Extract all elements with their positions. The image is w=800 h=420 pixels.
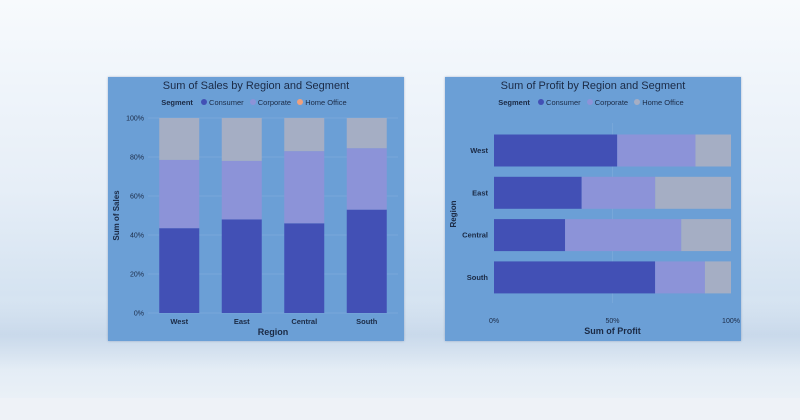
legend-label-home-office: Home Office (642, 98, 684, 107)
x-tick-label: West (170, 317, 188, 326)
bar-south-corporate[interactable] (655, 261, 705, 294)
legend-swatch-consumer (538, 99, 545, 105)
x-tick-label: 50% (605, 318, 619, 325)
y-tick-label: 0% (134, 311, 144, 318)
bar-south-consumer[interactable] (494, 261, 656, 294)
bar-east-home-office[interactable] (655, 176, 731, 209)
legend-label-corporate: Corporate (594, 98, 629, 107)
legend-swatch-corporate (249, 99, 256, 105)
bar-west-home-office[interactable] (695, 134, 731, 167)
bar-central-consumer[interactable] (494, 219, 566, 252)
y-tick-label: 20% (130, 272, 144, 279)
legend-label-consumer: Consumer (546, 98, 581, 107)
bar-west-home-office[interactable] (159, 118, 200, 160)
bar-central-consumer[interactable] (284, 223, 325, 313)
x-axis-label: Region (258, 327, 289, 337)
bar-east-corporate[interactable] (221, 160, 262, 220)
x-tick-label: 0% (489, 318, 499, 325)
bar-east-consumer[interactable] (494, 176, 582, 209)
bar-south-home-office[interactable] (704, 261, 731, 294)
legend-swatch-home-office (297, 99, 304, 105)
legend-item-home-office[interactable]: Home Office (634, 98, 684, 107)
bar-south-corporate[interactable] (346, 148, 387, 210)
y-tick-label: 80% (130, 155, 144, 162)
profit-chart-panel: Sum of Profit by Region and Segment Segm… (445, 77, 741, 341)
bar-south-consumer[interactable] (346, 209, 387, 313)
sales-chart-panel: Sum of Sales by Region and Segment Segme… (108, 77, 404, 341)
y-tick-label: 100% (126, 116, 144, 123)
x-tick-label: South (356, 317, 378, 326)
legend-swatch-corporate (586, 99, 593, 105)
profit-chart-legend: Segment Consumer Corporate Home Office (445, 98, 741, 107)
bar-west-corporate[interactable] (159, 159, 200, 229)
bar-west-corporate[interactable] (617, 134, 696, 167)
x-tick-label: Central (291, 317, 317, 326)
bar-central-home-office[interactable] (681, 219, 731, 252)
legend-title: Segment (161, 98, 193, 107)
sales-chart-plot: 0% 20% 40% 60% 80% 100% West East Central South Re… (112, 116, 398, 337)
background-footer (0, 398, 800, 420)
legend-item-corporate[interactable]: Corporate (249, 98, 292, 107)
sales-chart-title: Sum of Sales by Region and Segment (162, 80, 350, 92)
y-tick-label: West (470, 146, 488, 155)
y-tick-label: 60% (130, 194, 144, 201)
legend-label-consumer: Consumer (209, 98, 244, 107)
y-tick-label: Central (462, 231, 488, 240)
bar-west-consumer[interactable] (159, 228, 200, 313)
profit-chart-plot: 0% 50% 100% West East Central South Sum of Prof… (449, 123, 740, 336)
x-axis-label: Sum of Profit (584, 326, 641, 336)
x-tick-label: East (234, 317, 250, 326)
bar-central-home-office[interactable] (284, 118, 325, 152)
bar-south-home-office[interactable] (346, 118, 387, 149)
profit-chart-title: Sum of Profit by Region and Segment (500, 80, 686, 92)
x-tick-label: 100% (722, 318, 740, 325)
legend-swatch-consumer (201, 99, 208, 105)
bar-east-home-office[interactable] (221, 118, 262, 161)
y-axis-label: Sum of Sales (112, 190, 121, 241)
sales-chart-legend: Segment Consumer Corporate Home Office (108, 98, 404, 107)
legend-label-corporate: Corporate (257, 98, 292, 107)
bar-east-corporate[interactable] (581, 176, 656, 209)
legend-item-consumer[interactable]: Consumer (201, 98, 244, 107)
y-tick-label: East (472, 188, 488, 197)
bar-central-corporate[interactable] (565, 219, 682, 252)
bar-east-consumer[interactable] (221, 219, 262, 313)
y-tick-label: 40% (130, 233, 144, 240)
legend-item-corporate[interactable]: Corporate (586, 98, 629, 107)
legend-title: Segment (498, 98, 530, 107)
bar-west-consumer[interactable] (494, 134, 618, 167)
y-tick-label: South (467, 273, 489, 282)
legend-item-consumer[interactable]: Consumer (538, 98, 581, 107)
bar-central-corporate[interactable] (284, 151, 325, 224)
y-axis-label: Region (449, 200, 458, 227)
legend-swatch-home-office (634, 99, 641, 105)
legend-label-home-office: Home Office (305, 98, 347, 107)
legend-item-home-office[interactable]: Home Office (297, 98, 347, 107)
